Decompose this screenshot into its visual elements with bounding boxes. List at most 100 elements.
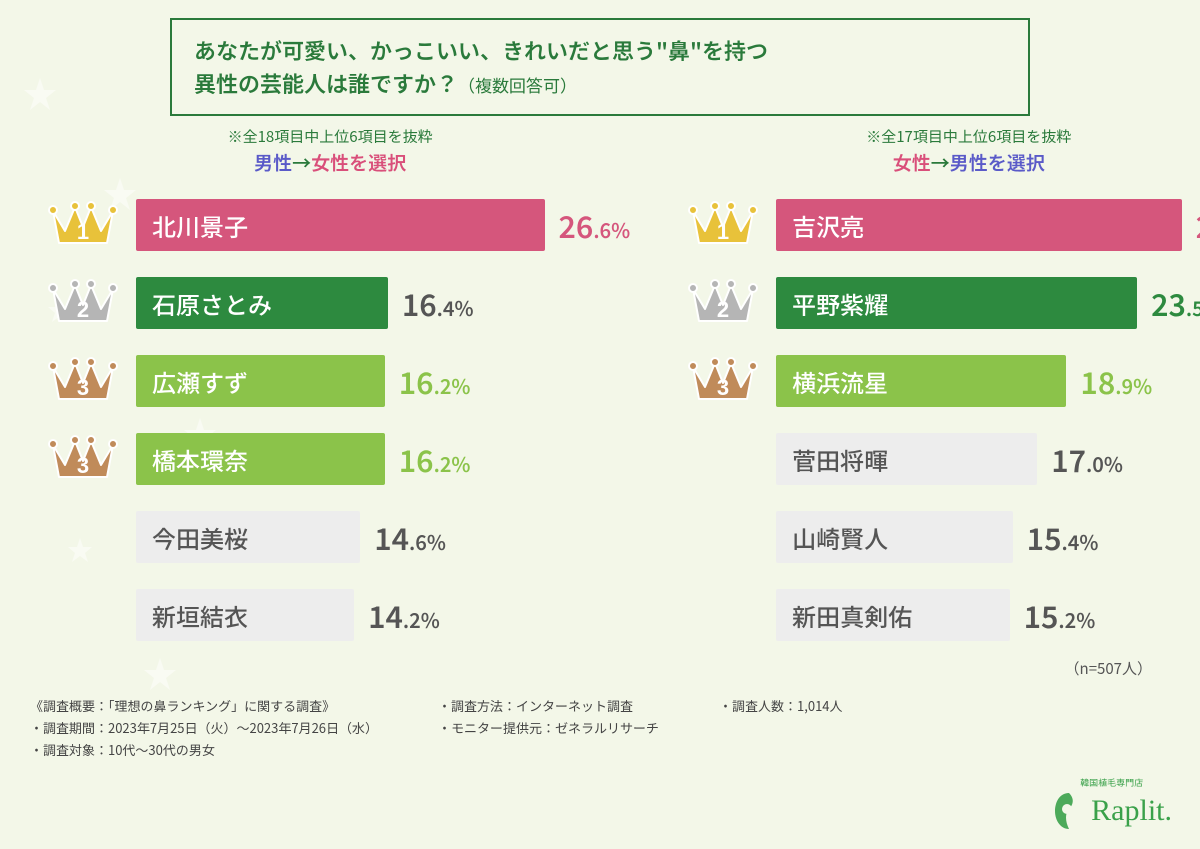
ranking-row: 3 広瀬すず 16.2%	[30, 342, 630, 420]
percentage: 26.6%	[559, 203, 631, 247]
bar: 今田美桜	[136, 511, 360, 563]
crown-icon: 1	[43, 193, 123, 257]
crown-wrap: 3	[670, 349, 776, 413]
svg-text:1: 1	[717, 219, 729, 244]
n-label: （n=507人）	[0, 658, 1200, 679]
left-column: ※全18項目中上位6項目を抜粋 男性→女性を選択 1 北川景子 26.6% 2 石…	[30, 126, 630, 654]
bar: 横浜流星	[776, 355, 1066, 407]
percentage: 16.2%	[399, 359, 471, 403]
right-arrow: →	[931, 149, 950, 176]
svg-text:3: 3	[77, 375, 89, 400]
bar: 石原さとみ	[136, 277, 388, 329]
right-to: 男性を選択	[950, 149, 1045, 176]
crown-icon: 3	[43, 349, 123, 413]
svg-text:3: 3	[717, 375, 729, 400]
percentage: 15.2%	[1024, 593, 1096, 637]
svg-text:2: 2	[77, 297, 89, 322]
logo-icon	[1051, 791, 1087, 831]
crown-wrap: 1	[30, 193, 136, 257]
bar: 北川景子	[136, 199, 545, 251]
ranking-row: 2 石原さとみ16.4%	[30, 264, 630, 342]
ranking-row: 1 吉沢亮 26.4%	[670, 186, 1200, 264]
bar-label: 菅田将暉	[792, 442, 888, 477]
percentage: 26.4%	[1196, 203, 1200, 247]
bar-label: 吉沢亮	[792, 208, 864, 243]
bar-label: 山崎賢人	[792, 520, 888, 555]
bar-wrap: 山崎賢人 15.4%	[776, 511, 1200, 563]
title-box: あなたが可愛い、かっこいい、きれいだと思う"鼻"を持つ 異性の芸能人は誰ですか？…	[170, 18, 1030, 116]
title-sub: （複数回答可）	[458, 72, 577, 97]
bar-label: 平野紫耀	[792, 286, 888, 321]
left-selector: 男性→女性を選択	[30, 149, 630, 176]
footnote-line: ・調査期間：2023年7月25日（火）〜2023年7月26日（水）	[30, 717, 378, 739]
svg-text:1: 1	[77, 219, 89, 244]
crown-wrap: 3	[30, 427, 136, 491]
crown-icon: 3	[43, 427, 123, 491]
crown-wrap: 2	[670, 271, 776, 335]
ranking-row: 3 横浜流星 18.9%	[670, 342, 1200, 420]
crown-icon: 3	[683, 349, 763, 413]
bar: 山崎賢人	[776, 511, 1013, 563]
right-column: ※全17項目中上位6項目を抜粋 女性→男性を選択 1 吉沢亮 26.4% 2 平野…	[670, 126, 1200, 654]
percentage: 16.2%	[399, 437, 471, 481]
percentage: 14.2%	[368, 593, 440, 637]
right-from: 女性	[893, 149, 931, 176]
bar-wrap: 今田美桜 14.6%	[136, 511, 630, 563]
bar-label: 横浜流星	[792, 364, 888, 399]
bar-label: 広瀬すず	[152, 364, 248, 399]
right-note: ※全17項目中上位6項目を抜粋	[670, 126, 1200, 147]
ranking-row: 1 北川景子 26.6%	[30, 186, 630, 264]
left-from: 男性	[254, 149, 292, 176]
left-arrow: →	[292, 149, 311, 176]
ranking-row: 新田真剣佑 15.2%	[670, 576, 1200, 654]
crown-wrap: 3	[30, 349, 136, 413]
footnote-line: ・調査人数：1,014人	[719, 695, 842, 717]
bar-wrap: 石原さとみ16.4%	[136, 277, 630, 329]
percentage: 14.6%	[374, 515, 446, 559]
logo: 韓国植毛専門店 Raplit.	[1051, 776, 1172, 831]
ranking-columns: ※全18項目中上位6項目を抜粋 男性→女性を選択 1 北川景子26.6% 2 石…	[0, 126, 1200, 654]
left-note: ※全18項目中上位6項目を抜粋	[30, 126, 630, 147]
title-line1: あなたが可愛い、かっこいい、きれいだと思う"鼻"を持つ	[194, 34, 768, 66]
left-to: 女性を選択	[311, 149, 406, 176]
bar-label: 今田美桜	[152, 520, 248, 555]
ranking-row: 山崎賢人 15.4%	[670, 498, 1200, 576]
footnotes: 《調査概要：「理想の鼻ランキング」に関する調査》・調査期間：2023年7月25日…	[0, 679, 1200, 761]
bar-wrap: 菅田将暉 17.0%	[776, 433, 1200, 485]
logo-name: Raplit.	[1091, 794, 1172, 828]
crown-icon: 2	[683, 271, 763, 335]
bar-wrap: 平野紫耀23.5%	[776, 277, 1200, 329]
ranking-row: 今田美桜 14.6%	[30, 498, 630, 576]
crown-icon: 1	[683, 193, 763, 257]
ranking-row: 新垣結衣 14.2%	[30, 576, 630, 654]
bar-wrap: 吉沢亮 26.4%	[776, 199, 1200, 251]
title-line2: 異性の芸能人は誰ですか？	[194, 67, 458, 99]
crown-wrap: 1	[670, 193, 776, 257]
svg-text:2: 2	[717, 297, 729, 322]
ranking-row: 3 橋本環奈16.2%	[30, 420, 630, 498]
svg-text:3: 3	[77, 453, 89, 478]
right-selector: 女性→男性を選択	[670, 149, 1200, 176]
bar-wrap: 広瀬すず 16.2%	[136, 355, 630, 407]
footnote-col3: ・調査人数：1,014人	[719, 695, 842, 717]
bar: 吉沢亮	[776, 199, 1181, 251]
ranking-row: 2 平野紫耀23.5%	[670, 264, 1200, 342]
percentage: 17.0%	[1051, 437, 1123, 481]
percentage: 15.4%	[1027, 515, 1099, 559]
bar: 平野紫耀	[776, 277, 1137, 329]
footnote-line: ・モニター提供元：ゼネラルリサーチ	[438, 717, 659, 739]
bar-wrap: 横浜流星 18.9%	[776, 355, 1200, 407]
bar: 広瀬すず	[136, 355, 385, 407]
footnote-line: 《調査概要：「理想の鼻ランキング」に関する調査》	[30, 695, 378, 717]
crown-icon: 2	[43, 271, 123, 335]
bar-label: 新垣結衣	[152, 598, 248, 633]
logo-tagline: 韓国植毛専門店	[1051, 776, 1172, 789]
footnote-line: ・調査方法：インターネット調査	[438, 695, 659, 717]
bar-label: 石原さとみ	[152, 286, 272, 321]
percentage: 18.9%	[1080, 359, 1152, 403]
bar-wrap: 新田真剣佑 15.2%	[776, 589, 1200, 641]
footnote-col2: ・調査方法：インターネット調査・モニター提供元：ゼネラルリサーチ	[438, 695, 659, 739]
bar-wrap: 橋本環奈16.2%	[136, 433, 630, 485]
footnote-col1: 《調査概要：「理想の鼻ランキング」に関する調査》・調査期間：2023年7月25日…	[30, 695, 378, 761]
bar-label: 新田真剣佑	[792, 598, 912, 633]
